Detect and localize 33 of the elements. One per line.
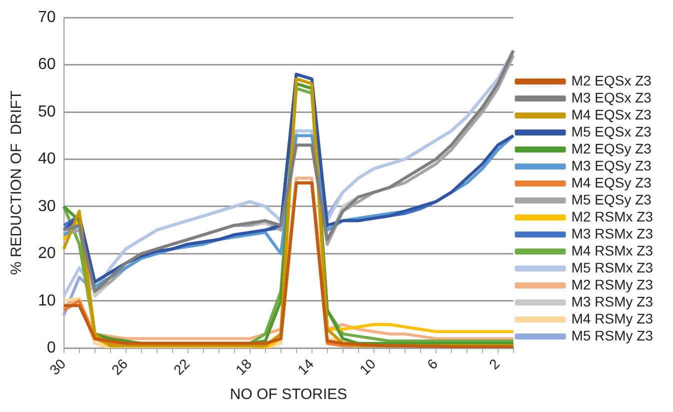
legend-label: M4 RSMy Z3 (571, 310, 654, 326)
x-tick-label: 22 (170, 355, 193, 378)
y-tick-label: 70 (38, 9, 56, 26)
legend-label: M2 EQSy Z3 (571, 140, 652, 156)
x-axis-title: NO OF STORIES (230, 386, 348, 404)
legend-label: M2 RSMy Z3 (571, 276, 654, 292)
legend-label: M4 EQSy Z3 (571, 174, 652, 190)
legend-label: M4 EQSx Z3 (571, 106, 652, 122)
legend-label: M3 RSMx Z3 (571, 225, 654, 242)
y-tick-label: 30 (38, 198, 56, 215)
x-tick-label: 26 (108, 355, 131, 378)
legend-label: M3 RSMy Z3 (571, 293, 654, 310)
x-tick-label: 14 (294, 355, 317, 378)
x-tick-label: 10 (356, 355, 379, 378)
y-tick-label: 10 (38, 292, 56, 310)
legend-label: M3 EQSy Z3 (571, 157, 652, 174)
legend-label: M2 RSMx Z3 (571, 208, 654, 224)
legend-label: M5 RSMx Z3 (571, 259, 654, 276)
x-tick-label: 6 (424, 355, 441, 372)
y-tick-label: 20 (38, 245, 56, 262)
y-tick-label: 60 (38, 56, 56, 74)
legend-label: M5 EQSx Z3 (571, 123, 652, 140)
x-tick-label: 18 (232, 355, 255, 378)
x-tick-label: 2 (486, 355, 503, 372)
legend-label: M5 RSMy Z3 (571, 327, 654, 344)
y-axis-title: % REDUCTION OF DRIFT (8, 90, 26, 275)
y-tick-label: 40 (38, 150, 56, 168)
y-tick-label: 0 (46, 340, 56, 357)
legend-label: M4 RSMx Z3 (571, 242, 654, 258)
legend-label: M5 EQSy Z3 (571, 191, 652, 208)
y-tick-label: 50 (38, 103, 56, 120)
legend-label: M3 EQSx Z3 (571, 89, 652, 106)
legend-label: M2 EQSx Z3 (571, 72, 652, 88)
